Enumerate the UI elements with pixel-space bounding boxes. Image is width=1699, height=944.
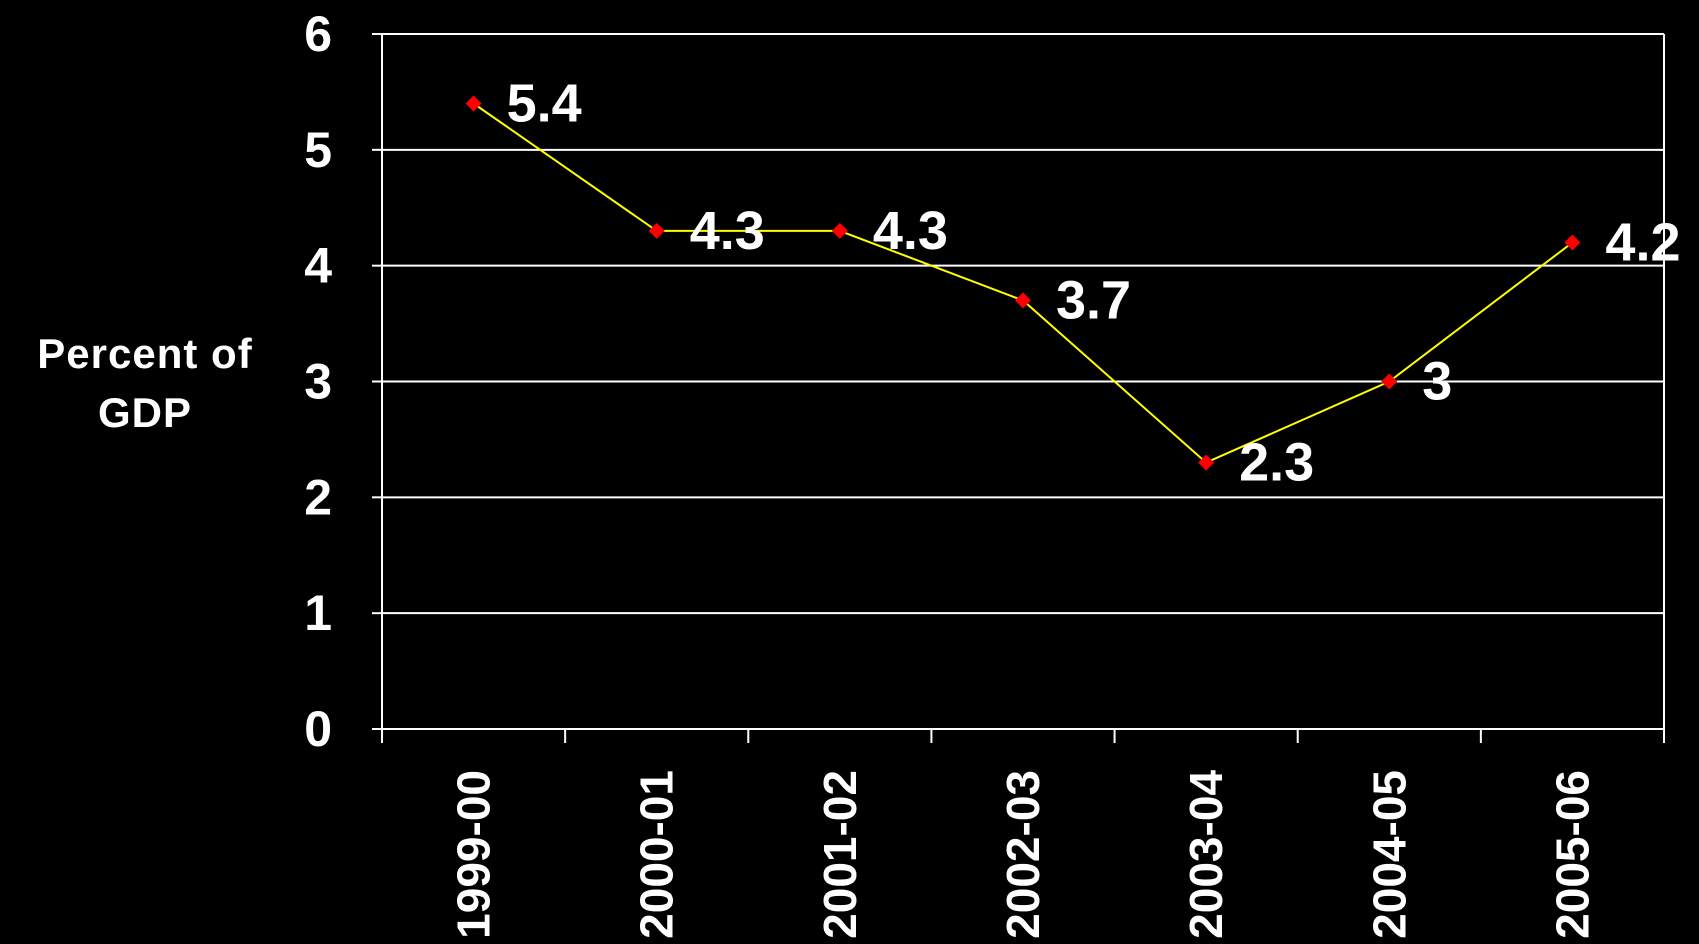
data-point-marker bbox=[1015, 292, 1031, 309]
data-label: 4.3 bbox=[873, 201, 948, 261]
data-point-marker bbox=[831, 222, 848, 239]
y-tick-label: 2 bbox=[304, 469, 332, 525]
x-tick-label: 2005-06 bbox=[1546, 770, 1598, 939]
data-label: 3 bbox=[1422, 352, 1452, 412]
data-label: 4.2 bbox=[1605, 213, 1680, 273]
y-axis-label-line-2: GDP bbox=[97, 389, 192, 436]
x-tick-label: 2000-01 bbox=[631, 770, 683, 939]
y-axis-label-line-1: Percent of bbox=[37, 330, 253, 377]
y-tick-label: 1 bbox=[304, 585, 332, 641]
data-label: 3.7 bbox=[1056, 270, 1131, 330]
data-label: 5.4 bbox=[507, 74, 582, 134]
data-point-marker bbox=[1381, 373, 1398, 390]
y-tick-label: 4 bbox=[304, 238, 332, 294]
series-line bbox=[473, 102, 1574, 464]
x-tick-label: 2002-03 bbox=[997, 770, 1049, 939]
y-tick-label: 6 bbox=[304, 6, 332, 62]
y-tick-label: 3 bbox=[304, 354, 332, 410]
data-point-marker bbox=[1564, 234, 1581, 251]
data-point-marker bbox=[1198, 454, 1215, 471]
data-label: 4.3 bbox=[690, 201, 765, 261]
data-point-marker bbox=[465, 95, 482, 112]
x-tick-label: 2001-02 bbox=[814, 770, 866, 939]
y-tick-label: 0 bbox=[304, 701, 332, 757]
data-label: 2.3 bbox=[1239, 433, 1314, 493]
x-tick-label: 2004-05 bbox=[1363, 770, 1415, 939]
x-tick-label: 2003-04 bbox=[1180, 770, 1232, 939]
y-tick-label: 5 bbox=[304, 122, 332, 178]
data-point-marker bbox=[648, 222, 665, 239]
x-tick-label: 1999-00 bbox=[448, 770, 500, 939]
